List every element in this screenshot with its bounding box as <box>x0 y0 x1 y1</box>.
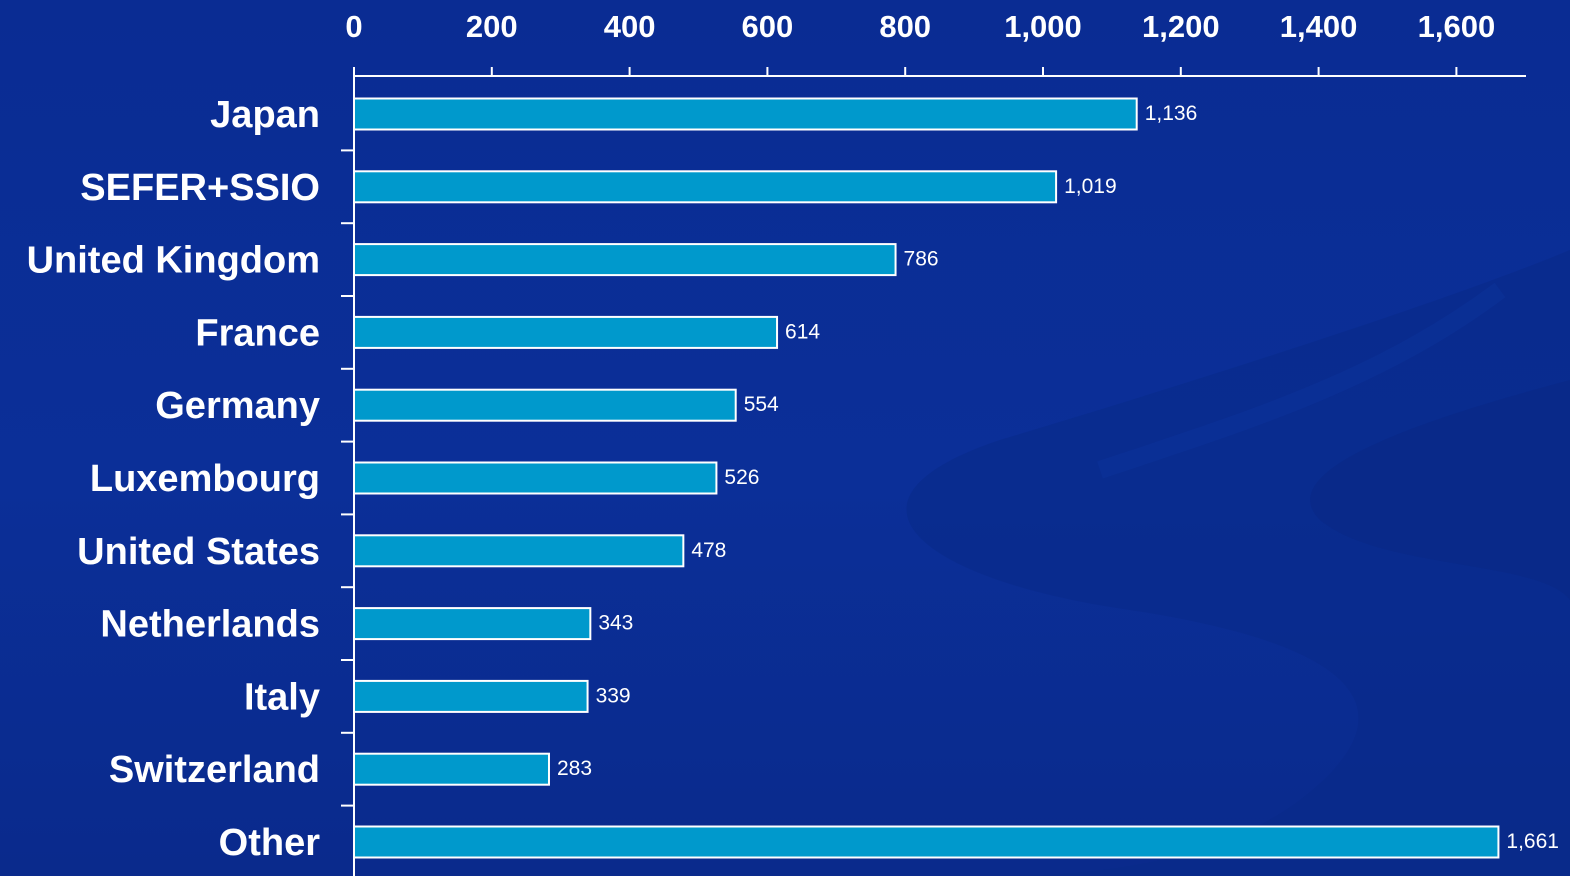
x-tick-label: 800 <box>879 9 931 44</box>
data-label: 614 <box>785 320 820 343</box>
category-label: Italy <box>244 676 320 718</box>
data-label: 786 <box>904 248 939 271</box>
x-tick-label: 1,000 <box>1004 9 1082 44</box>
data-label: 339 <box>596 684 631 707</box>
category-labels: Japan SEFER+SSIO United Kingdom France Germa… <box>27 94 321 864</box>
category-label: United States <box>77 531 320 573</box>
bar <box>353 97 1138 131</box>
data-label: 526 <box>724 466 759 489</box>
data-label: 1,661 <box>1506 830 1559 853</box>
x-axis: 0 200 400 600 800 1,000 1,200 1,400 1,600 <box>341 9 1526 876</box>
data-label: 554 <box>744 393 779 416</box>
x-tick-label: 0 <box>345 9 362 44</box>
data-label: 1,019 <box>1064 175 1117 198</box>
background-swirl <box>906 250 1570 876</box>
x-tick-label: 600 <box>742 9 794 44</box>
category-label: Germany <box>155 385 320 427</box>
category-label: Switzerland <box>109 749 320 791</box>
category-label: Other <box>219 822 321 864</box>
data-label: 478 <box>691 539 726 562</box>
category-label: SEFER+SSIO <box>80 167 320 209</box>
category-label: United Kingdom <box>27 240 320 282</box>
bar <box>353 607 592 641</box>
bar <box>353 679 589 713</box>
category-label: France <box>195 312 320 354</box>
bar <box>353 825 1500 859</box>
x-tick-label: 1,400 <box>1280 9 1358 44</box>
x-tick-label: 1,600 <box>1418 9 1496 44</box>
data-label: 343 <box>598 612 633 635</box>
x-tick-label: 1,200 <box>1142 9 1220 44</box>
data-label: 1,136 <box>1145 102 1198 125</box>
bar <box>353 170 1058 204</box>
bar <box>353 243 897 277</box>
bar <box>353 752 550 786</box>
x-tick-label: 200 <box>466 9 518 44</box>
bar <box>353 388 737 422</box>
category-label: Luxembourg <box>90 458 320 500</box>
x-tick-label: 400 <box>604 9 656 44</box>
data-label: 283 <box>557 757 592 780</box>
category-label: Japan <box>210 94 320 136</box>
bars: 1,136 1,019 786 614 554 526 478 343 339 283 1,661 <box>353 97 1559 859</box>
bar <box>353 461 718 495</box>
category-label: Netherlands <box>100 604 320 646</box>
bar <box>353 534 685 568</box>
bar <box>353 315 779 349</box>
